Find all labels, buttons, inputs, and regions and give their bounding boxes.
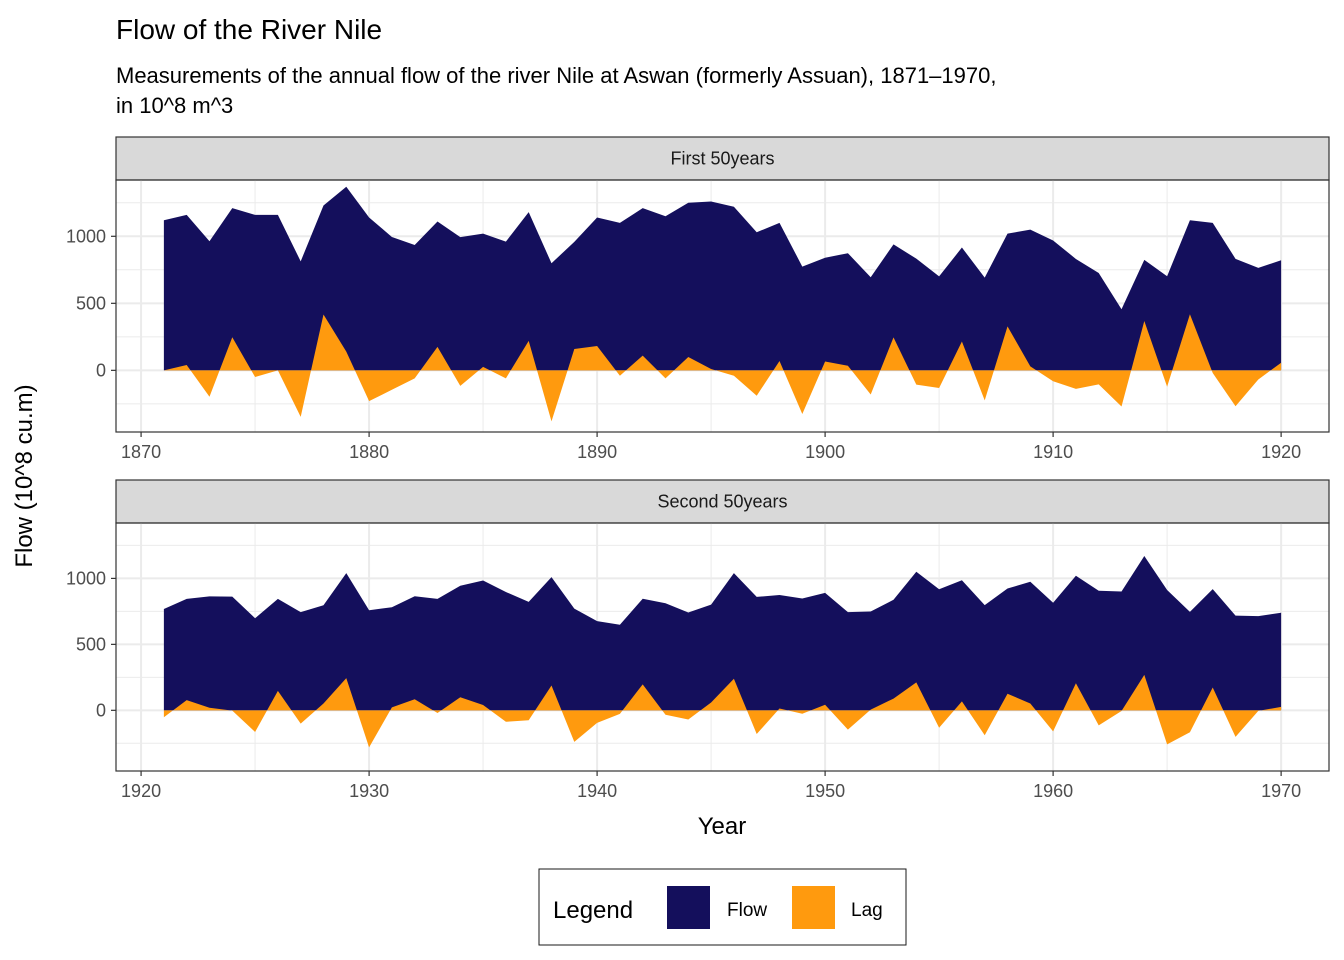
facet-panel-1: First 50years 0 500 1000 1870 1880 1890 1900 191… [66, 136, 1330, 462]
panel-border [115, 522, 1330, 772]
facet-strip [115, 136, 1330, 181]
x-tick-label: 1870 [121, 442, 161, 462]
facet-strip-label: Second 50years [657, 492, 787, 512]
facet-panel-2: Second 50years 0 500 1000 1920 1930 1940 1950 19… [66, 479, 1330, 801]
y-tick-label: 1000 [66, 568, 106, 588]
area-lag [163, 674, 1282, 748]
legend-box [538, 868, 907, 946]
x-tick-label: 1920 [121, 781, 161, 801]
y-axis-title: Flow (10^8 cu.m) [11, 384, 38, 567]
facet-strip [115, 479, 1330, 524]
chart-title: Flow of the River Nile [116, 14, 382, 45]
legend-swatch-flow [667, 886, 710, 929]
chart-subtitle-line-2: in 10^8 m^3 [116, 93, 233, 118]
y-tick-label: 500 [76, 293, 106, 313]
facet-panels: First 50years 0 500 1000 1870 1880 1890 1900 191… [66, 136, 1330, 801]
x-tick-label: 1890 [577, 442, 617, 462]
x-tick-label: 1970 [1261, 781, 1301, 801]
x-tick-label: 1950 [805, 781, 845, 801]
legend: Legend Flow Lag [538, 868, 907, 946]
legend-swatch-lag [792, 886, 835, 929]
legend-label-flow: Flow [727, 900, 767, 921]
x-tick-label: 1900 [805, 442, 845, 462]
x-tick-label: 1880 [349, 442, 389, 462]
y-tick-label: 500 [76, 634, 106, 654]
facet-strip-label: First 50years [670, 149, 774, 169]
chart-subtitle-line-1: Measurements of the annual flow of the r… [116, 63, 996, 88]
y-tick-label: 0 [96, 360, 106, 380]
y-tick-label: 0 [96, 700, 106, 720]
area-flow [163, 186, 1282, 371]
legend-title: Legend [553, 897, 633, 924]
x-tick-label: 1920 [1261, 442, 1301, 462]
x-tick-label: 1910 [1033, 442, 1073, 462]
x-tick-label: 1960 [1033, 781, 1073, 801]
x-tick-label: 1940 [577, 781, 617, 801]
panel-border [115, 179, 1330, 433]
legend-label-lag: Lag [851, 900, 883, 921]
area-flow [163, 555, 1282, 711]
x-axis-title: Year [698, 813, 747, 840]
y-tick-label: 1000 [66, 226, 106, 246]
x-tick-label: 1930 [349, 781, 389, 801]
